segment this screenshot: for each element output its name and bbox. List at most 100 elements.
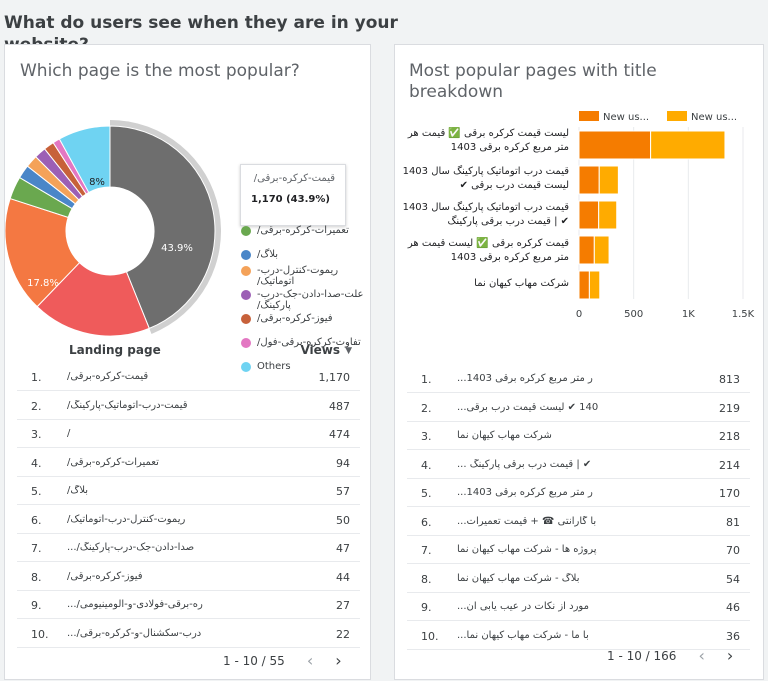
row-index: 8. xyxy=(421,572,432,586)
y-axis-label: قیمت درب اتوماتیک پارکینگ سال 1403 لیست … xyxy=(402,166,569,191)
bar-segment[interactable] xyxy=(588,270,601,300)
table-row[interactable]: 9. مورد از نکات در عیب یابی آن... 46 xyxy=(407,593,750,621)
table-row[interactable]: 8. فیوز-کرکره-برقی/44 xyxy=(17,563,360,591)
table-row[interactable]: 5. بلاگ/57 xyxy=(17,477,360,505)
slice-label: 17.8% xyxy=(27,278,59,289)
legend-item[interactable]: فیوز-کرکره-برقی/ xyxy=(241,313,369,337)
table-row[interactable]: 7. پروژه ها - شرکت مهاب کیهان نما 70 xyxy=(407,536,750,564)
bar-segment[interactable] xyxy=(578,235,595,265)
table-row[interactable]: 10. با ما - شرکت مهاب کیهان نما... 36 xyxy=(407,622,750,650)
legend-item[interactable]: تعمیرات-کرکره-برقی/ xyxy=(241,225,369,249)
row-index: 6. xyxy=(31,513,42,527)
legend-item[interactable]: ریموت-کنترل-درب-اتوماتیک/ xyxy=(241,265,369,289)
legend-swatch xyxy=(241,266,251,276)
table-row[interactable]: 7. صدا-دادن-جک-درب-پارکینگ/... 47 xyxy=(17,534,360,562)
table-row[interactable]: 6. با گارانتی ☎ + قیمت تعمیرات... 81 xyxy=(407,508,750,536)
bar-segment[interactable] xyxy=(593,235,610,265)
table-row[interactable]: 4. تعمیرات-کرکره-برقی/94 xyxy=(17,449,360,477)
row-index: 3. xyxy=(31,428,42,441)
row-index: 10. xyxy=(31,627,49,641)
row-index: 2. xyxy=(31,399,42,413)
legend-label[interactable]: New us... xyxy=(603,112,649,123)
x-tick-label: 1.5K xyxy=(732,309,755,320)
prev-page-icon[interactable]: ‹ xyxy=(698,646,705,665)
slice-label: 8% xyxy=(89,177,105,188)
pie-slice[interactable] xyxy=(58,125,111,194)
bar-segment[interactable] xyxy=(650,130,726,160)
row-index: 5. xyxy=(421,487,432,500)
legend-label[interactable]: New us... xyxy=(691,112,737,123)
next-page-icon[interactable]: › xyxy=(726,646,734,665)
bar-segment[interactable] xyxy=(598,165,619,195)
row-index: 4. xyxy=(421,458,432,472)
table-row[interactable]: 1. ر متر مربع کرکره برقی 1403... 813 xyxy=(407,365,750,393)
legend-swatch xyxy=(241,226,251,236)
chart-tooltip: قیمت-کرکره-برقی/ 1,170 (43.9%) xyxy=(240,164,346,226)
row-index: 9. xyxy=(421,601,432,614)
bar-segment[interactable] xyxy=(578,200,600,230)
row-value: 70 xyxy=(726,544,740,557)
row-value: 54 xyxy=(726,572,740,586)
column-views[interactable]: Views xyxy=(300,343,340,357)
row-value: 1,170 xyxy=(318,371,351,384)
legend-item[interactable]: بلاگ/ xyxy=(241,249,369,265)
title-breakdown-card: Most popular pages with title breakdown … xyxy=(394,44,764,680)
bar-segment[interactable] xyxy=(578,130,652,160)
legend-label: تفاوت-کرکره-برقی-فول/ xyxy=(257,337,361,348)
table-row[interactable]: 10. درب-سکشنال-و-کرکره-برقی/... 22 xyxy=(17,620,360,648)
legend-item[interactable]: تفاوت-کرکره-برقی-فول/ xyxy=(241,337,369,361)
table-row[interactable]: 3. شرکت مهاب کیهان نما 218 xyxy=(407,422,750,450)
legend-swatch xyxy=(241,250,251,260)
row-value: 94 xyxy=(336,456,350,470)
table-row[interactable]: 4. ✔ | قیمت درب برقی پارکینگ ... 214 xyxy=(407,451,750,479)
pie-slice[interactable] xyxy=(109,125,216,330)
row-label: با ما - شرکت مهاب کیهان نما... xyxy=(457,629,589,641)
popular-page-card: Which page is the most popular? 43.9% 18.… xyxy=(4,44,371,680)
pie-slice[interactable] xyxy=(5,197,81,308)
next-page-icon[interactable]: › xyxy=(335,651,342,670)
row-label: / xyxy=(67,428,71,439)
y-axis-label: لیست قیمت کرکره برقی ✅ قیمت هر متر مربع … xyxy=(407,128,569,153)
row-value: 81 xyxy=(726,515,740,529)
x-tick-label: 500 xyxy=(624,309,643,320)
sort-desc-icon[interactable]: ▼ xyxy=(345,346,352,356)
row-index: 1. xyxy=(421,373,432,386)
title-table: 1. ر متر مربع کرکره برقی 1403... 813 2. 140 … xyxy=(395,363,763,653)
table-row[interactable]: 2. 140 ✔ لیست قیمت درب برقی... 219 xyxy=(407,394,750,422)
legend-label: علت-صدا-دادن-جک-درب-پارکینگ/ xyxy=(257,289,364,311)
table-row[interactable]: 8. بلاگ - شرکت مهاب کیهان نما 54 xyxy=(407,565,750,593)
column-landing-page[interactable]: Landing page xyxy=(69,343,161,357)
row-index: 4. xyxy=(31,456,42,470)
table-row[interactable]: 9. ره-برقی-فولادی-و-آلومینیومی/... 27 xyxy=(17,591,360,619)
tooltip-value: 1,170 (43.9%) xyxy=(251,194,330,205)
slice-label: 43.9% xyxy=(161,243,193,254)
bar-segment[interactable] xyxy=(578,165,600,195)
row-label: ر متر مربع کرکره برقی 1403... xyxy=(457,373,593,384)
legend-label: بلاگ/ xyxy=(257,249,279,260)
row-value: 218 xyxy=(719,430,740,443)
legend-item[interactable]: Others xyxy=(241,361,369,377)
prev-page-icon[interactable]: ‹ xyxy=(306,651,314,670)
legend-swatch xyxy=(241,362,251,372)
table-row[interactable]: 5. ر متر مربع کرکره برقی 1403... 170 xyxy=(407,479,750,507)
row-value: 47 xyxy=(336,542,350,555)
row-index: 7. xyxy=(31,542,42,555)
legend-swatch xyxy=(667,111,687,121)
bar-segment[interactable] xyxy=(578,270,590,300)
row-value: 219 xyxy=(719,401,740,415)
row-value: 487 xyxy=(329,399,350,413)
donut-chart[interactable]: 43.9% 18.3% 17.8% 8% xyxy=(5,111,245,351)
row-label: با گارانتی ☎ + قیمت تعمیرات... xyxy=(457,515,597,527)
row-value: 27 xyxy=(336,599,350,612)
table-row[interactable]: 2. قیمت-درب-اتوماتیک-پارکینگ/487 xyxy=(17,392,360,420)
landing-table: Landing page Views ▼ 1. قیمت-کرکره-برقی/1… xyxy=(5,343,370,653)
row-label: بلاگ/ xyxy=(67,485,89,496)
pie-slice[interactable] xyxy=(36,261,150,337)
bar-segment[interactable] xyxy=(598,200,618,230)
legend-item[interactable]: علت-صدا-دادن-جک-درب-پارکینگ/ xyxy=(241,289,369,313)
table-row[interactable]: 6. ریموت-کنترل-درب-اتوماتیک/50 xyxy=(17,506,360,534)
table-row[interactable]: 1. قیمت-کرکره-برقی/1,170 xyxy=(17,363,360,391)
table-row[interactable]: 3. / 474 xyxy=(17,420,360,448)
bar-chart[interactable]: New us... New us... 0 500 1K 1.5K xyxy=(395,105,765,335)
row-value: 214 xyxy=(719,458,740,472)
